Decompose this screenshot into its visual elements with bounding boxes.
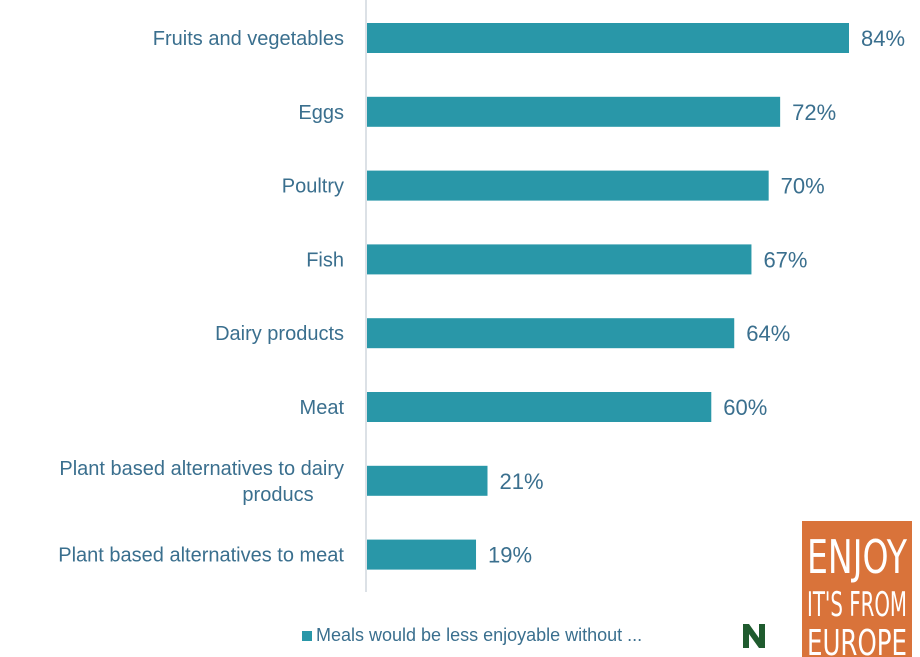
value-label-3: 67% bbox=[763, 247, 807, 272]
category-label-4: Dairy products bbox=[215, 323, 344, 345]
category-label-6: Plant based alternatives to dairy producs bbox=[59, 458, 344, 506]
value-label-0: 84% bbox=[861, 26, 905, 51]
logo-line-1: ENJOY bbox=[807, 530, 908, 584]
value-label-2: 70% bbox=[781, 174, 825, 199]
logo-line-3: EUROPE bbox=[807, 623, 907, 657]
enjoy-its-from-europe-logo: ENJOY IT'S FROM EUROPE bbox=[802, 521, 912, 657]
logo-line-2: IT'S FROM bbox=[807, 585, 907, 625]
value-label-6: 21% bbox=[500, 469, 544, 494]
bar-2 bbox=[367, 170, 769, 201]
legend: Meals would be less enjoyable without ..… bbox=[302, 625, 642, 646]
category-label-5: Meat bbox=[300, 397, 345, 419]
bar-3 bbox=[367, 244, 752, 275]
legend-swatch bbox=[302, 630, 312, 641]
legend-label: Meals would be less enjoyable without ..… bbox=[316, 625, 643, 645]
value-label-5: 60% bbox=[723, 395, 767, 420]
n-logo bbox=[743, 624, 765, 648]
bar-1 bbox=[367, 96, 781, 127]
category-label-0: Fruits and vegetables bbox=[153, 28, 344, 50]
bar-5 bbox=[367, 392, 712, 422]
category-label-1: Eggs bbox=[298, 102, 344, 124]
bar-7 bbox=[367, 539, 477, 570]
value-label-7: 19% bbox=[488, 543, 532, 568]
bar-4 bbox=[367, 318, 735, 349]
bar-6 bbox=[367, 465, 488, 496]
bar-0 bbox=[367, 23, 849, 53]
category-label-7: Plant based alternatives to meat bbox=[58, 545, 344, 567]
enjoy-logo-art: ENJOY IT'S FROM EUROPE bbox=[807, 530, 908, 657]
category-label-2: Poultry bbox=[282, 176, 344, 198]
value-label-4: 64% bbox=[746, 321, 790, 346]
value-label-1: 72% bbox=[792, 100, 836, 125]
category-label-3: Fish bbox=[306, 249, 344, 271]
